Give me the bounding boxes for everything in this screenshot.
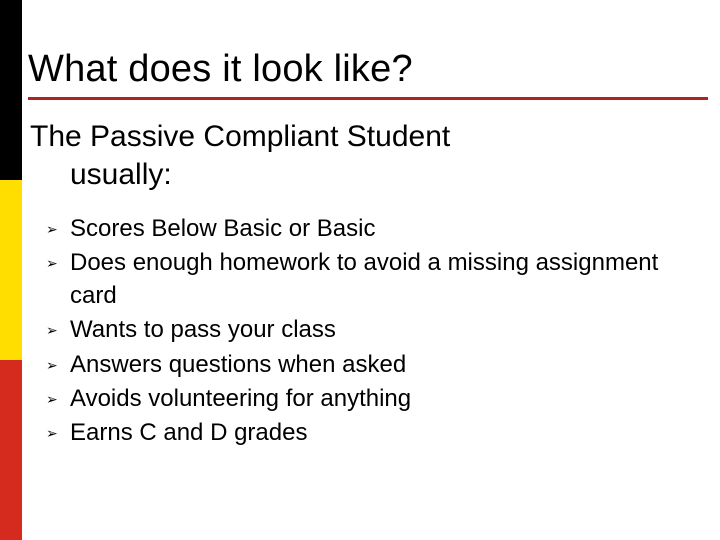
bullet-text: Avoids volunteering for anything xyxy=(70,383,708,415)
sidebar-stripes xyxy=(0,0,22,540)
subtitle-line1: The Passive Compliant Student xyxy=(30,120,450,153)
list-item: ➢ Earns C and D grades xyxy=(46,417,708,449)
bullet-list: ➢ Scores Below Basic or Basic ➢ Does eno… xyxy=(28,213,708,450)
list-item: ➢ Avoids volunteering for anything xyxy=(46,383,708,415)
list-item: ➢ Answers questions when asked xyxy=(46,349,708,381)
bullet-marker-icon: ➢ xyxy=(46,247,70,273)
list-item: ➢ Does enough homework to avoid a missin… xyxy=(46,247,708,312)
sidebar-stripe-red xyxy=(0,360,22,540)
bullet-text: Does enough homework to avoid a missing … xyxy=(70,247,708,312)
bullet-marker-icon: ➢ xyxy=(46,314,70,340)
bullet-text: Wants to pass your class xyxy=(70,314,708,346)
bullet-marker-icon: ➢ xyxy=(46,349,70,375)
bullet-marker-icon: ➢ xyxy=(46,417,70,443)
list-item: ➢ Wants to pass your class xyxy=(46,314,708,346)
list-item: ➢ Scores Below Basic or Basic xyxy=(46,213,708,245)
bullet-text: Scores Below Basic or Basic xyxy=(70,213,708,245)
bullet-text: Answers questions when asked xyxy=(70,349,708,381)
slide-title: What does it look like? xyxy=(28,48,708,100)
subtitle-line2: usually: xyxy=(30,156,708,194)
slide-subtitle: The Passive Compliant Student usually: xyxy=(28,118,708,193)
sidebar-stripe-black xyxy=(0,0,22,180)
bullet-marker-icon: ➢ xyxy=(46,383,70,409)
sidebar-stripe-yellow xyxy=(0,180,22,360)
bullet-text: Earns C and D grades xyxy=(70,417,708,449)
bullet-marker-icon: ➢ xyxy=(46,213,70,239)
slide-content: What does it look like? The Passive Comp… xyxy=(28,0,708,452)
